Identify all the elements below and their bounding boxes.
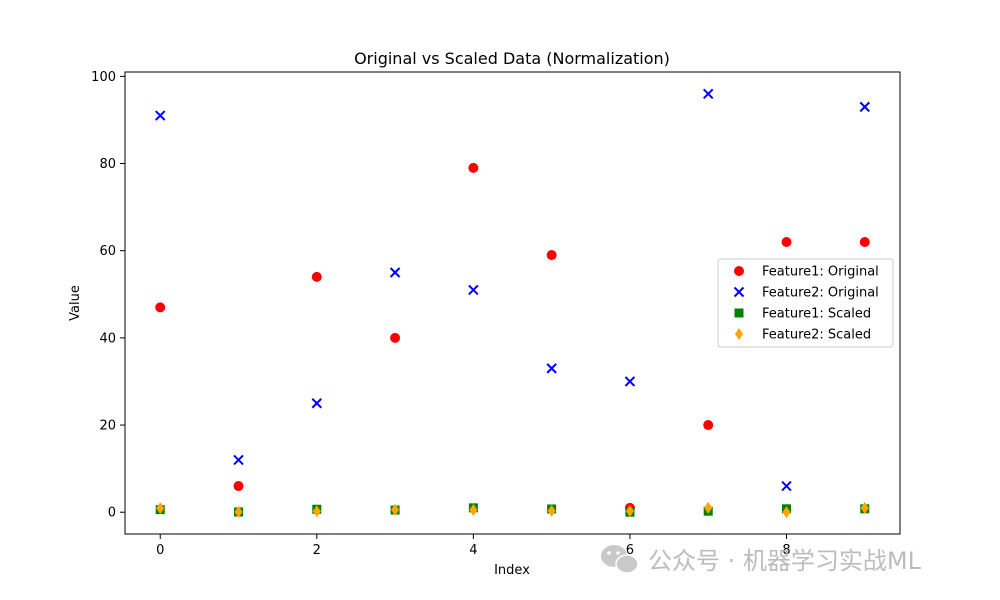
data-point <box>469 504 478 517</box>
y-tick-label: 80 <box>99 157 116 172</box>
series-4 <box>156 501 869 519</box>
x-axis: 0 2 4 6 8 <box>156 534 791 558</box>
legend-box <box>717 258 894 348</box>
y-tick-label: 20 <box>99 419 116 434</box>
data-point <box>311 271 322 282</box>
series-2 <box>155 88 870 492</box>
y-tick-label: 60 <box>99 244 116 259</box>
data-point <box>233 454 244 466</box>
x-tick-label: 8 <box>782 543 790 558</box>
y-tick-label: 100 <box>91 70 116 85</box>
data-point <box>389 267 401 278</box>
chart-title: Original vs Scaled Data (Normalization) <box>354 49 670 68</box>
wechat-icon <box>601 545 639 574</box>
data-point <box>468 284 479 296</box>
y-tick-label: 40 <box>99 331 116 346</box>
x-tick-label: 2 <box>313 543 321 558</box>
data-point <box>702 88 714 99</box>
y-tick-label: 0 <box>108 506 116 521</box>
data-point <box>311 398 323 409</box>
data-point <box>155 302 166 313</box>
data-point <box>624 376 636 387</box>
watermark-text: 公众号 · 机器学习实战ML <box>648 547 922 575</box>
data-point <box>546 363 557 374</box>
legend-item: Feature1: Scaled <box>734 307 871 322</box>
data-point <box>468 162 479 173</box>
data-point <box>782 506 791 519</box>
watermark: 公众号 · 机器学习实战ML <box>601 545 922 575</box>
data-point <box>156 502 165 515</box>
legend-marker <box>734 266 744 276</box>
y-axis: 0 20 40 60 80 100 <box>91 70 125 521</box>
data-point <box>390 332 401 343</box>
data-point <box>625 505 634 518</box>
data-point <box>234 505 243 518</box>
data-point <box>155 110 166 121</box>
legend-label: Feature2: Original <box>762 286 879 301</box>
data-points <box>155 88 870 519</box>
legend: Feature1: Original Feature2: Original Feat… <box>717 258 894 348</box>
y-axis-label: Value <box>68 285 83 321</box>
legend-item: Feature1: Original <box>734 265 879 280</box>
data-point <box>547 504 556 517</box>
data-point <box>391 503 400 516</box>
data-point <box>860 502 869 515</box>
legend-label: Feature1: Original <box>762 265 879 280</box>
data-point <box>703 420 714 431</box>
x-tick-label: 6 <box>626 543 634 558</box>
legend-item: Feature2: Scaled <box>735 328 871 343</box>
legend-marker <box>734 308 744 318</box>
data-point <box>233 481 244 492</box>
data-point <box>859 236 870 247</box>
legend-marker <box>733 286 745 298</box>
x-tick-label: 4 <box>469 543 477 558</box>
legend-marker <box>735 328 743 340</box>
data-point <box>546 250 557 261</box>
legend-item: Feature2: Original <box>733 286 879 301</box>
x-axis-label: Index <box>494 563 530 578</box>
plot-area-frame <box>124 71 901 535</box>
legend-label: Feature1: Scaled <box>762 307 871 322</box>
x-tick-label: 0 <box>156 543 164 558</box>
data-point <box>312 505 321 518</box>
series-1 <box>155 162 870 513</box>
data-point <box>781 480 792 492</box>
legend-label: Feature2: Scaled <box>762 328 871 343</box>
data-point <box>781 236 792 247</box>
data-point <box>704 501 713 514</box>
data-point <box>859 101 870 113</box>
